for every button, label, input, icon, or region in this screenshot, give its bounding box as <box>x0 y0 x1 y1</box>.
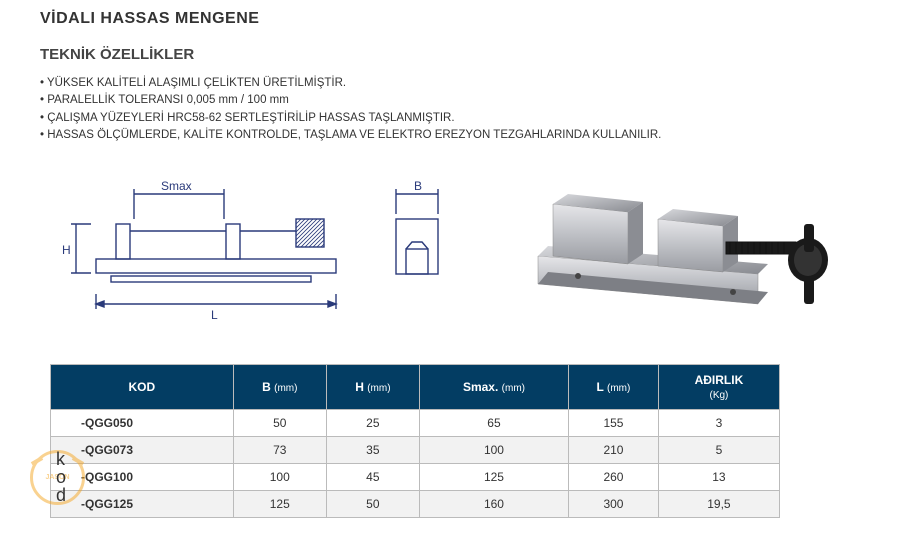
table-row: -QGG100 100 45 125 260 13 <box>51 464 780 491</box>
technical-diagram: Smax B L H <box>56 164 476 334</box>
table-row: -QGG125 125 50 160 300 19,5 <box>51 491 780 518</box>
image-row: Smax B L H <box>40 164 874 334</box>
table-row: -QGG073 73 35 100 210 5 <box>51 437 780 464</box>
spec-list: • YÜKSEK KALİTELİ ALAŞIMLI ÇELİKTEN ÜRET… <box>40 75 874 144</box>
cell: 100 <box>419 437 568 464</box>
kod-side-label: kod <box>56 450 66 504</box>
spec-table: KOD B (mm) H (mm) Smax. (mm) L (mm) AĐIR… <box>50 364 780 518</box>
cell: 125 <box>419 464 568 491</box>
cell: 3 <box>658 410 779 437</box>
section-subtitle: TEKNİK ÖZELLİKLER <box>40 46 874 63</box>
h-label: H <box>62 243 71 257</box>
cell: 13 <box>658 464 779 491</box>
cell: 65 <box>419 410 568 437</box>
th-weight: AĐIRLIK(Kg) <box>658 365 779 410</box>
cell: 73 <box>233 437 326 464</box>
cell: 35 <box>326 437 419 464</box>
smax-label: Smax <box>161 179 192 193</box>
th-h: H (mm) <box>326 365 419 410</box>
b-label: B <box>414 179 422 193</box>
cell: 160 <box>419 491 568 518</box>
spec-item: • YÜKSEK KALİTELİ ALAŞIMLI ÇELİKTEN ÜRET… <box>40 75 874 92</box>
th-smax: Smax. (mm) <box>419 365 568 410</box>
th-l: L (mm) <box>569 365 659 410</box>
cell-kod: -QGG050 <box>51 410 234 437</box>
cell: 155 <box>569 410 659 437</box>
cell: 300 <box>569 491 659 518</box>
th-b: B (mm) <box>233 365 326 410</box>
spec-item: • ÇALIŞMA YÜZEYLERİ HRC58-62 SERTLEŞTİRİ… <box>40 110 874 127</box>
cell: 260 <box>569 464 659 491</box>
cell: 210 <box>569 437 659 464</box>
l-label: L <box>211 308 218 322</box>
cell: 25 <box>326 410 419 437</box>
spec-item: • HASSAS ÖLÇÜMLERDE, KALİTE KONTROLDE, T… <box>40 127 874 144</box>
cell: 50 <box>326 491 419 518</box>
th-kod: KOD <box>51 365 234 410</box>
cell: 5 <box>658 437 779 464</box>
page-title: VİDALI HASSAS MENGENE <box>40 10 874 28</box>
product-photo <box>508 164 858 334</box>
spec-item: • PARALELLİK TOLERANSI 0,005 mm / 100 mm <box>40 92 874 109</box>
table-row: -QGG050 50 25 65 155 3 <box>51 410 780 437</box>
cell: 19,5 <box>658 491 779 518</box>
cell: 125 <box>233 491 326 518</box>
cell: 100 <box>233 464 326 491</box>
cell: 45 <box>326 464 419 491</box>
cell: 50 <box>233 410 326 437</box>
